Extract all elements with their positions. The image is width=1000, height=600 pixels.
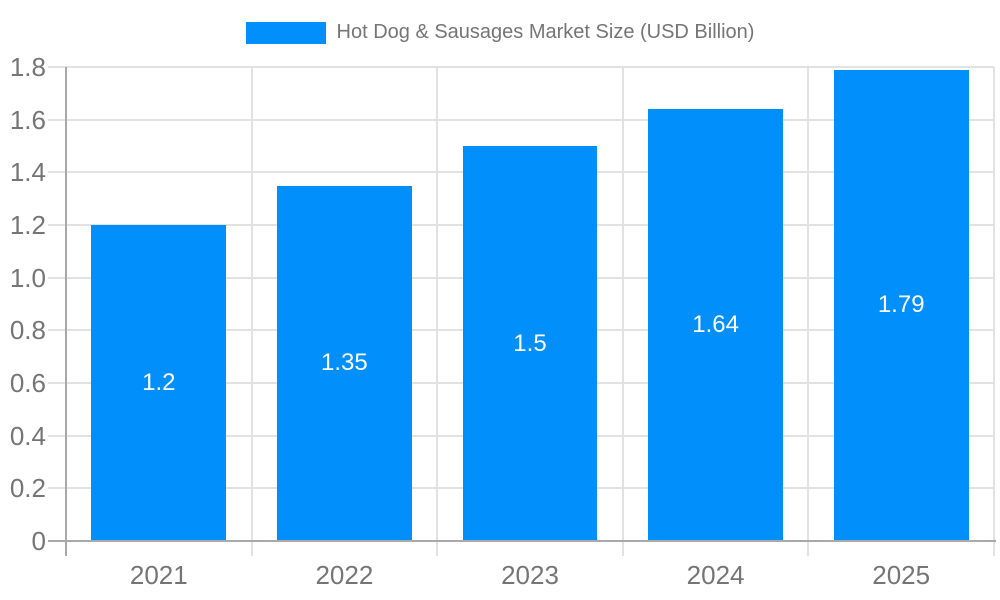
y-tick-label: 0.8 (9, 315, 46, 346)
x-tick-label: 2024 (686, 560, 745, 590)
bar-value-label: 1.64 (692, 311, 739, 339)
bar-2023[interactable]: 1.5 (462, 146, 598, 541)
x-gridline (621, 67, 624, 556)
y-tick-label: 0.6 (9, 368, 46, 398)
y-tick-label: 0.2 (9, 473, 46, 504)
y-gridline (48, 66, 994, 68)
y-tick-label: 0 (31, 526, 46, 556)
y-gridline (48, 118, 994, 121)
x-tick-label: 2021 (129, 560, 188, 590)
x-gridline (250, 67, 253, 556)
x-axis-line (48, 540, 996, 542)
x-gridline (436, 67, 439, 556)
legend-label: Hot Dog & Sausages Market Size (USD Bill… (336, 21, 755, 43)
x-tick-label: 2025 (872, 560, 931, 590)
x-tick-label: 2023 (501, 560, 559, 590)
bar-value-label: 1.35 (321, 349, 368, 377)
x-gridline (807, 67, 810, 556)
x-tick-label: 2022 (315, 560, 374, 590)
bar-value-label: 1.5 (513, 329, 547, 357)
y-tick-label: 1.2 (9, 210, 46, 240)
bar-value-label: 1.2 (142, 369, 176, 396)
bar-value-label: 1.79 (877, 291, 925, 319)
bar-2021[interactable]: 1.2 (91, 225, 227, 541)
bar-2024[interactable]: 1.64 (648, 109, 784, 541)
bar-2022[interactable]: 1.35 (276, 185, 412, 541)
y-axis-line (65, 67, 67, 556)
y-tick-label: 1.6 (9, 104, 46, 135)
y-tick-label: 1.4 (9, 157, 46, 188)
legend[interactable]: Hot Dog & Sausages Market Size (USD Bill… (0, 21, 1000, 44)
legend-swatch (245, 21, 326, 44)
plot-area: 0 0.2 0.4 0.6 0.8 1.0 1.2 1.4 1.6 1.8 1.2 2021 1.35 2… (10, 54, 996, 588)
y-tick-label: 0.4 (9, 420, 46, 451)
bar-2025[interactable]: 1.79 (833, 69, 969, 541)
y-tick-label: 1.0 (9, 262, 46, 293)
x-gridline (993, 67, 995, 556)
y-tick-label: 1.8 (9, 52, 46, 82)
